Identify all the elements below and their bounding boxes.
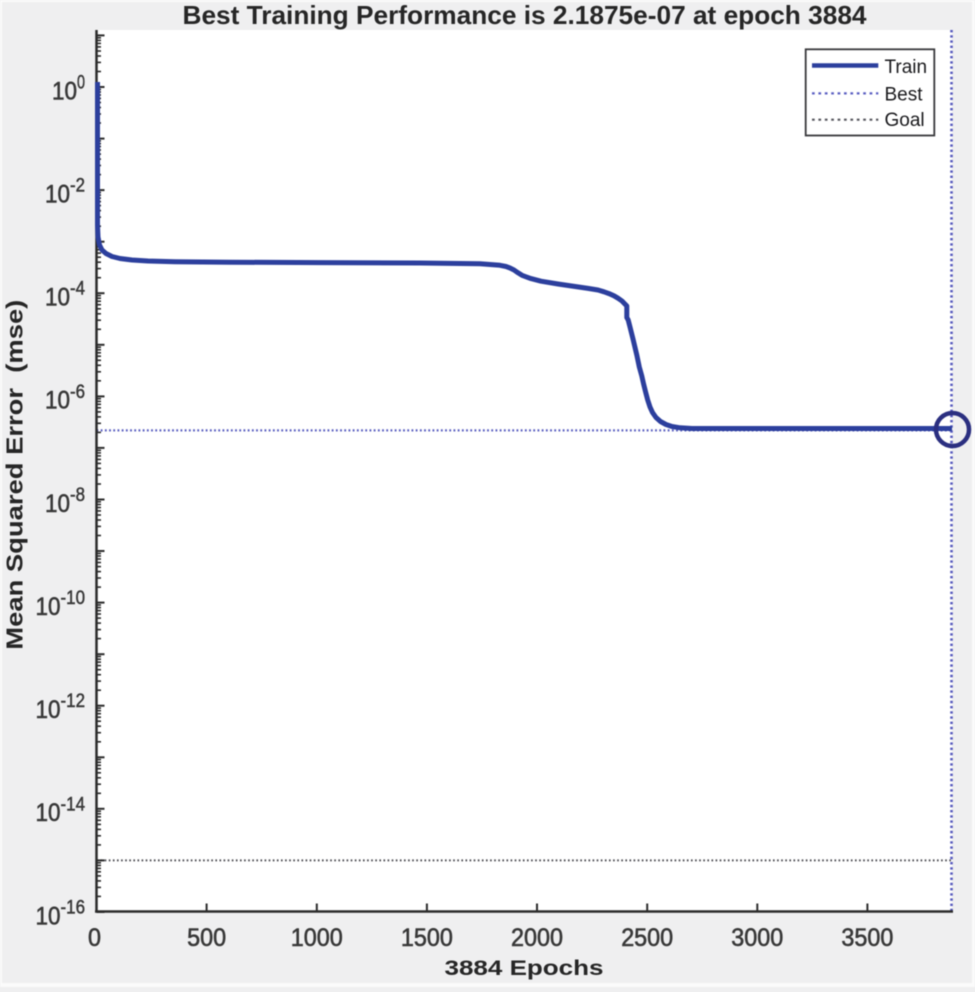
svg-text:0: 0 [77, 72, 85, 94]
svg-text:-6: -6 [70, 381, 85, 403]
svg-text:10: 10 [45, 180, 70, 208]
svg-text:2000: 2000 [511, 924, 563, 952]
svg-text:10: 10 [36, 799, 61, 827]
svg-text:Best Training Performance is 2: Best Training Performance is 2.1875e-07 … [183, 0, 868, 30]
svg-text:500: 500 [187, 924, 226, 952]
svg-text:10: 10 [45, 284, 70, 312]
svg-text:Goal: Goal [885, 110, 925, 131]
svg-text:0: 0 [88, 924, 101, 952]
svg-text:10: 10 [45, 387, 70, 415]
svg-text:3000: 3000 [731, 924, 783, 952]
svg-text:-10: -10 [61, 587, 86, 609]
svg-text:10: 10 [52, 77, 77, 105]
svg-text:3500: 3500 [841, 924, 893, 952]
svg-text:Mean Squared Error (mse): Mean Squared Error (mse) [2, 300, 28, 650]
svg-text:Train: Train [885, 57, 928, 78]
svg-text:10: 10 [45, 490, 70, 518]
svg-text:-8: -8 [70, 484, 85, 506]
svg-text:Best: Best [885, 84, 924, 105]
svg-text:1000: 1000 [291, 924, 343, 952]
svg-text:1500: 1500 [401, 924, 453, 952]
svg-text:-2: -2 [70, 175, 85, 197]
svg-text:2500: 2500 [621, 924, 673, 952]
svg-text:10: 10 [36, 593, 61, 621]
svg-text:-16: -16 [61, 897, 86, 919]
svg-text:-14: -14 [61, 793, 86, 815]
svg-text:10: 10 [36, 696, 61, 724]
svg-text:10: 10 [36, 902, 61, 930]
svg-text:3884 Epochs: 3884 Epochs [445, 956, 604, 980]
svg-text:-12: -12 [61, 690, 86, 712]
svg-text:-4: -4 [70, 278, 85, 300]
